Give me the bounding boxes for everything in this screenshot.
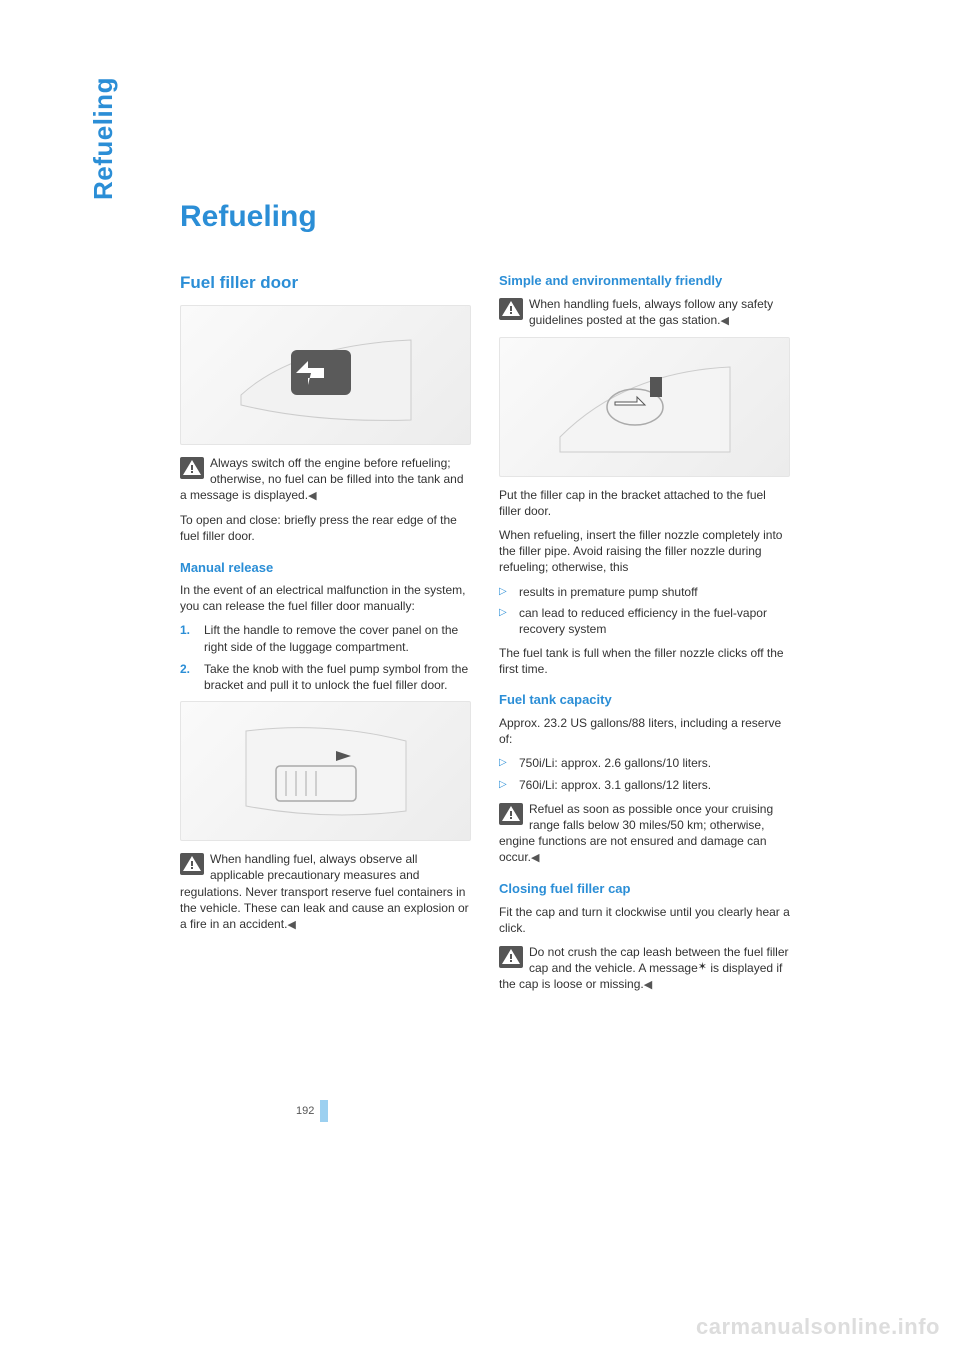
heading-fuel-capacity: Fuel tank capacity bbox=[499, 691, 790, 709]
column-left: Fuel filler door Always switch off the e… bbox=[180, 272, 471, 1001]
warning-engine-off: Always switch off the engine before refu… bbox=[180, 455, 471, 504]
paragraph: When refueling, insert the filler nozzle… bbox=[499, 527, 790, 576]
bullet-icon: ▷ bbox=[499, 777, 509, 793]
step-number: 2. bbox=[180, 661, 194, 693]
bullet-text: can lead to reduced efficiency in the fu… bbox=[519, 605, 790, 637]
asterisk: ✶ bbox=[698, 961, 707, 973]
page-number: 192 bbox=[296, 1105, 314, 1117]
warning-icon bbox=[180, 853, 204, 875]
figure-manual-release bbox=[180, 701, 471, 841]
heading-environment: Simple and environmentally friendly bbox=[499, 272, 790, 290]
list-item: ▷ can lead to reduced efficiency in the f… bbox=[499, 605, 790, 637]
heading-closing-cap: Closing fuel filler cap bbox=[499, 880, 790, 898]
bullet-list: ▷ results in premature pump shutoff ▷ can … bbox=[499, 584, 790, 638]
fuel-door-icon bbox=[236, 325, 416, 425]
step-number: 1. bbox=[180, 622, 194, 654]
warning-cap-leash: Do not crush the cap leash between the f… bbox=[499, 944, 790, 993]
paragraph: The fuel tank is full when the filler no… bbox=[499, 645, 790, 677]
side-tab: Refueling bbox=[88, 77, 119, 200]
page-number-bar bbox=[320, 1100, 328, 1122]
warning-refuel-soon: Refuel as soon as possible once your cru… bbox=[499, 801, 790, 866]
bullet-text: results in premature pump shutoff bbox=[519, 584, 698, 600]
end-marker: ◀ bbox=[644, 979, 652, 991]
bullet-list: ▷ 750i/Li: approx. 2.6 gallons/10 liters.… bbox=[499, 755, 790, 792]
end-marker: ◀ bbox=[308, 490, 316, 502]
list-item: ▷ 760i/Li: approx. 3.1 gallons/12 liters. bbox=[499, 777, 790, 793]
bullet-icon: ▷ bbox=[499, 755, 509, 771]
warning-text: Always switch off the engine before refu… bbox=[180, 456, 464, 502]
paragraph: In the event of an electrical malfunctio… bbox=[180, 582, 471, 614]
figure-fuel-door bbox=[180, 305, 471, 445]
step-2: 2. Take the knob with the fuel pump symbo… bbox=[180, 661, 471, 693]
end-marker: ◀ bbox=[287, 919, 295, 931]
bullet-text: 750i/Li: approx. 2.6 gallons/10 liters. bbox=[519, 755, 711, 771]
figure-filler-cap bbox=[499, 337, 790, 477]
heading-fuel-filler-door: Fuel filler door bbox=[180, 272, 471, 295]
two-column-layout: Fuel filler door Always switch off the e… bbox=[180, 272, 790, 1001]
warning-icon bbox=[499, 803, 523, 825]
step-text: Lift the handle to remove the cover pane… bbox=[204, 622, 471, 654]
warning-text: Refuel as soon as possible once your cru… bbox=[499, 802, 773, 865]
warning-gas-station: When handling fuels, always follow any s… bbox=[499, 296, 790, 329]
filler-cap-icon bbox=[555, 357, 735, 457]
bullet-icon: ▷ bbox=[499, 584, 509, 600]
watermark: carmanualsonline.info bbox=[696, 1314, 940, 1340]
warning-icon bbox=[180, 457, 204, 479]
end-marker: ◀ bbox=[531, 852, 539, 864]
paragraph: Approx. 23.2 US gallons/88 liters, inclu… bbox=[499, 715, 790, 747]
list-item: ▷ 750i/Li: approx. 2.6 gallons/10 liters. bbox=[499, 755, 790, 771]
bullet-text: 760i/Li: approx. 3.1 gallons/12 liters. bbox=[519, 777, 711, 793]
end-marker: ◀ bbox=[720, 315, 728, 327]
page-number-block: 192 bbox=[296, 1100, 328, 1122]
column-right: Simple and environmentally friendly When… bbox=[499, 272, 790, 1001]
page-body: Refueling Fuel filler door Always s bbox=[110, 200, 790, 1001]
step-1: 1. Lift the handle to remove the cover pa… bbox=[180, 622, 471, 654]
paragraph: Put the filler cap in the bracket attach… bbox=[499, 487, 790, 519]
warning-text: When handling fuels, always follow any s… bbox=[529, 297, 773, 327]
warning-icon bbox=[499, 946, 523, 968]
warning-text: When handling fuel, always observe all a… bbox=[180, 852, 469, 931]
warning-fuel-handling: When handling fuel, always observe all a… bbox=[180, 851, 471, 933]
page-title: Refueling bbox=[180, 200, 790, 234]
paragraph: Fit the cap and turn it clockwise until … bbox=[499, 904, 790, 936]
paragraph: To open and close: briefly press the rea… bbox=[180, 512, 471, 544]
step-text: Take the knob with the fuel pump symbol … bbox=[204, 661, 471, 693]
list-item: ▷ results in premature pump shutoff bbox=[499, 584, 790, 600]
manual-release-icon bbox=[236, 721, 416, 821]
warning-icon bbox=[499, 298, 523, 320]
heading-manual-release: Manual release bbox=[180, 559, 471, 577]
bullet-icon: ▷ bbox=[499, 605, 509, 637]
numbered-steps: 1. Lift the handle to remove the cover pa… bbox=[180, 622, 471, 693]
